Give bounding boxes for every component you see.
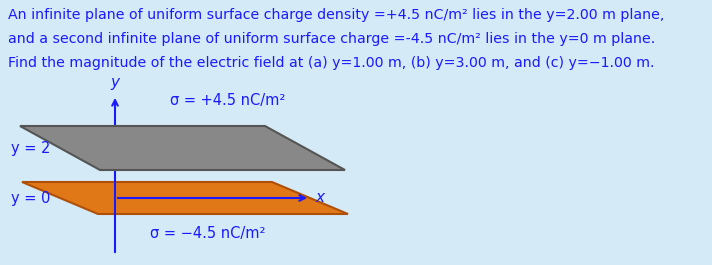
Text: An infinite plane of uniform surface charge density =+4.5 nC/m² lies in the y=2.: An infinite plane of uniform surface cha… (8, 8, 664, 22)
Text: y = 2: y = 2 (11, 140, 50, 156)
Polygon shape (20, 126, 345, 170)
Text: y = 0: y = 0 (11, 191, 50, 205)
Text: x: x (315, 191, 324, 205)
Text: Find the magnitude of the electric field at (a) y=1.00 m, (b) y=3.00 m, and (c) : Find the magnitude of the electric field… (8, 56, 654, 70)
Text: σ = +4.5 nC/m²: σ = +4.5 nC/m² (170, 93, 286, 108)
Polygon shape (22, 182, 348, 214)
Text: and a second infinite plane of uniform surface charge =-4.5 nC/m² lies in the y=: and a second infinite plane of uniform s… (8, 32, 655, 46)
Text: y: y (110, 75, 120, 90)
Text: σ = −4.5 nC/m²: σ = −4.5 nC/m² (150, 226, 266, 241)
